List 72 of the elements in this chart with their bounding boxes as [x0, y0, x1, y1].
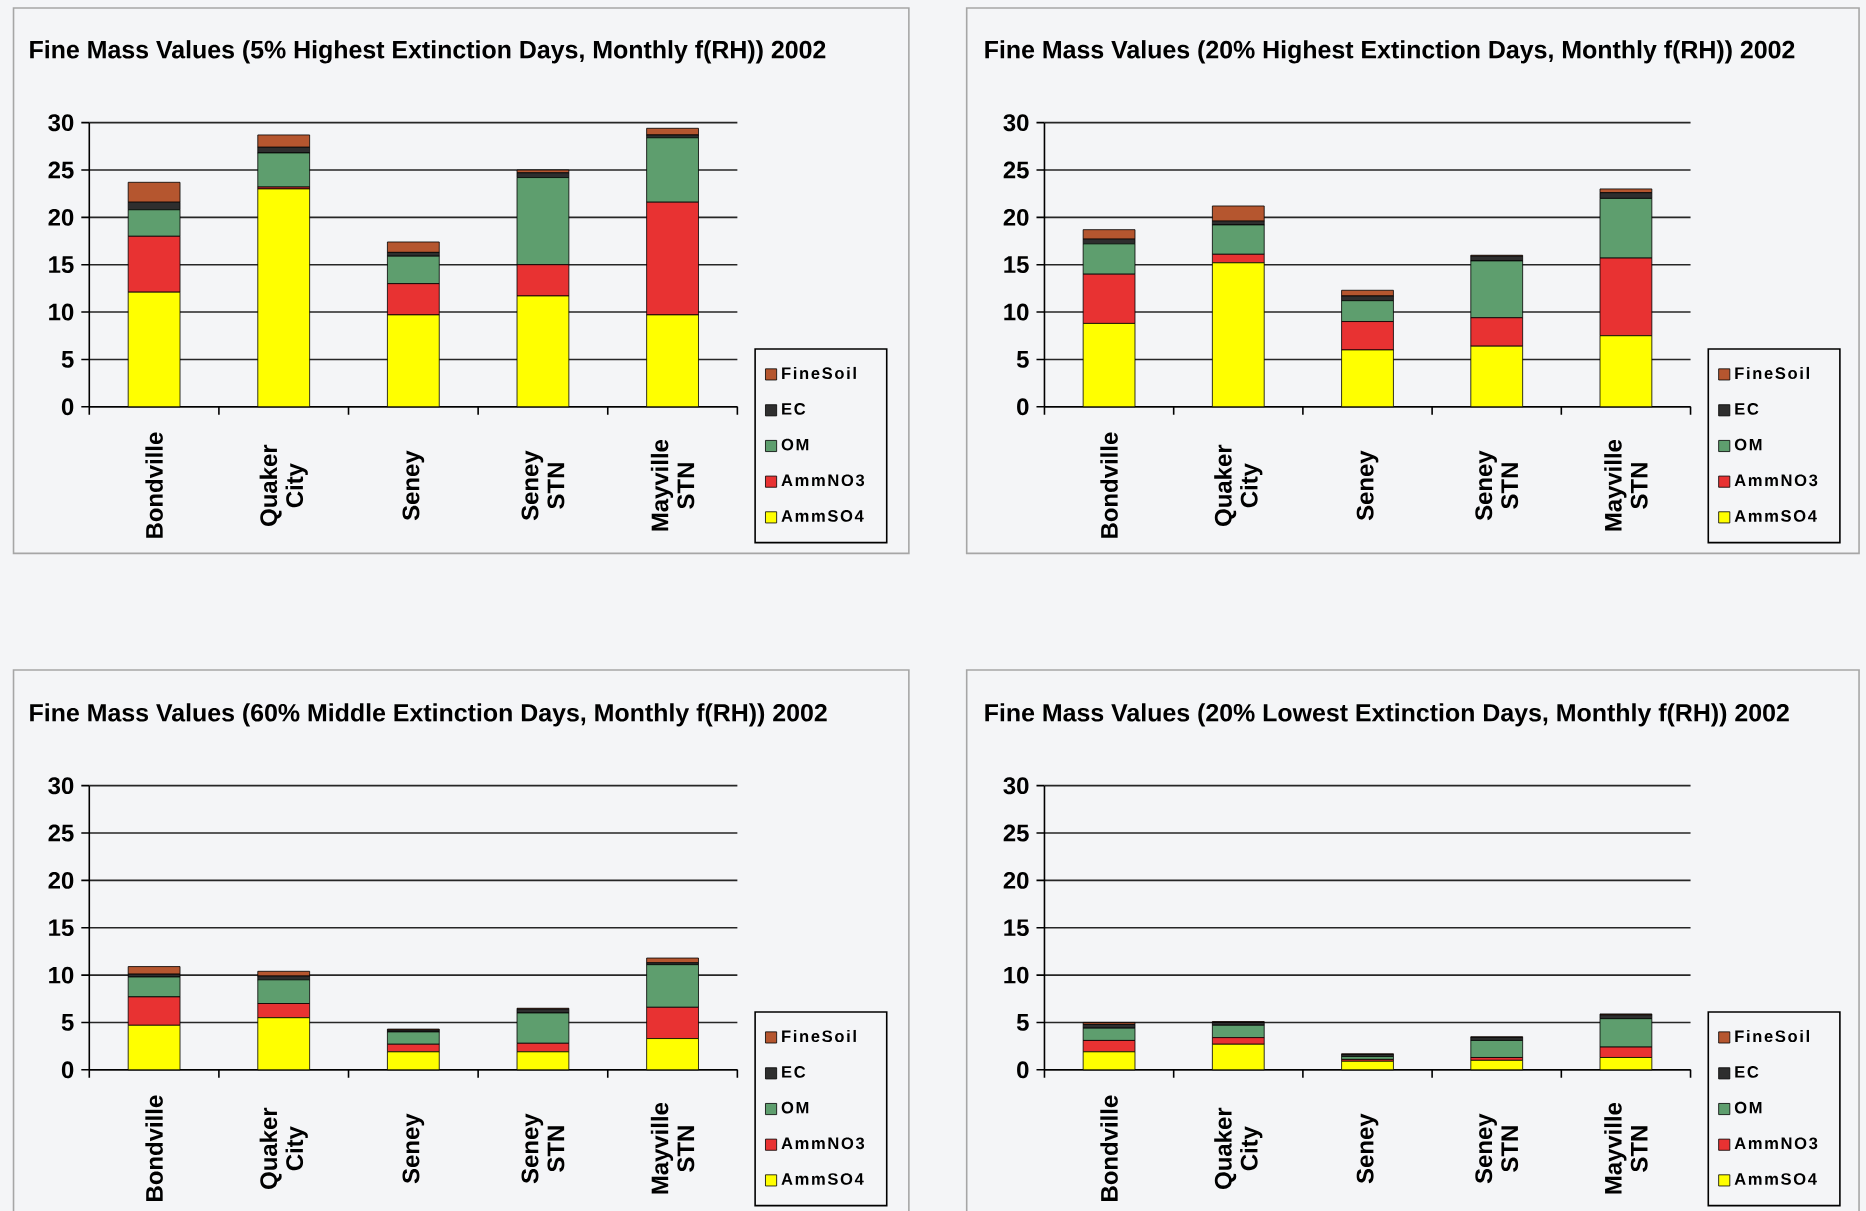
y-tick-label: 15	[1004, 919, 1029, 936]
y-tick-label: 5	[61, 350, 74, 368]
legend-label: AmmNO3	[1734, 1137, 1818, 1149]
chart-title: Fine Mass Values (60% Middle Extinction Days, Monthly f(RH)) 2002	[30, 703, 827, 727]
y-tick-label: 30	[1003, 776, 1029, 794]
x-tick-label: Seney STN	[521, 450, 565, 520]
x-tick-label: Quaker City	[259, 444, 308, 526]
legend-label: AmmSO4	[1734, 509, 1817, 522]
x-tick-label: Seney STN	[521, 1113, 565, 1184]
y-tick-label: 5	[61, 1013, 74, 1031]
y-tick-label: 25	[1003, 161, 1029, 179]
legend-label: AmmSO4	[1734, 1172, 1817, 1185]
y-tick-label: 15	[49, 256, 74, 273]
x-tick-label: Seney	[1356, 450, 1379, 520]
y-tick-label: 20	[48, 871, 74, 889]
legend-label: AmmSO4	[781, 509, 864, 522]
x-tick-label: Bondville	[1100, 432, 1118, 538]
legend-label: EC	[1735, 402, 1759, 415]
y-tick-label: 0	[1017, 1061, 1029, 1079]
legend-label: FineSoil	[1735, 1029, 1809, 1042]
legend-label: AmmNO3	[781, 474, 865, 486]
y-tick-label: 0	[61, 1061, 74, 1079]
y-tick-label: 0	[1017, 398, 1029, 416]
legend-label: AmmNO3	[781, 1137, 865, 1149]
y-tick-label: 0	[61, 398, 74, 416]
y-tick-label: 10	[1004, 303, 1029, 321]
y-tick-label: 25	[48, 161, 74, 179]
x-tick-label: Quaker City	[1214, 444, 1263, 526]
legend-label: OM	[781, 438, 809, 451]
legend-label: FineSoil	[782, 1029, 856, 1042]
legend-label: FineSoil	[1735, 366, 1809, 379]
x-tick-label: Seney	[1356, 1113, 1379, 1184]
x-tick-label: Seney STN	[1475, 1113, 1519, 1184]
legend-label: OM	[1734, 438, 1762, 451]
legend-label: OM	[1734, 1101, 1762, 1114]
y-tick-label: 30	[1003, 113, 1029, 131]
y-tick-label: 30	[48, 776, 74, 794]
y-tick-label: 25	[48, 824, 74, 842]
legend-label: EC	[1735, 1065, 1759, 1078]
x-tick-label: Seney STN	[1475, 450, 1519, 520]
x-tick-label: Seney	[402, 1113, 425, 1184]
chart-title: Fine Mass Values (5% Highest Extinction Days, Monthly f(RH)) 2002	[30, 39, 826, 64]
legend-label: EC	[782, 1065, 806, 1078]
chart-title: Fine Mass Values (20% Highest Extinction Days, Monthly f(RH)) 2002	[985, 39, 1795, 64]
y-tick-label: 10	[49, 966, 74, 984]
y-tick-label: 20	[48, 208, 74, 226]
x-tick-label: Bondville	[145, 432, 163, 538]
y-tick-label: 20	[1003, 208, 1029, 226]
legend-label: AmmSO4	[781, 1172, 864, 1185]
x-tick-label: Mayville STN	[1604, 439, 1648, 531]
x-tick-label: Quaker City	[1214, 1107, 1263, 1189]
y-tick-label: 15	[1004, 256, 1029, 273]
x-tick-label: Bondville	[1100, 1095, 1118, 1201]
legend-label: FineSoil	[782, 366, 856, 379]
legend-label: AmmNO3	[1734, 474, 1818, 486]
x-tick-label: Mayville STN	[650, 439, 695, 531]
y-tick-label: 5	[1016, 1013, 1029, 1031]
y-tick-label: 20	[1003, 871, 1029, 889]
y-tick-label: 15	[49, 919, 74, 936]
x-tick-label: Seney	[402, 450, 425, 520]
x-tick-label: Mayville STN	[650, 1102, 695, 1194]
x-tick-label: Mayville STN	[1604, 1102, 1648, 1194]
x-tick-label: Bondville	[145, 1095, 163, 1201]
y-tick-label: 25	[1003, 824, 1029, 842]
y-tick-label: 10	[1004, 966, 1029, 984]
x-tick-label: Quaker City	[259, 1107, 308, 1189]
chart-title: Fine Mass Values (20% Lowest Extinction Days, Monthly f(RH)) 2002	[985, 703, 1789, 727]
y-tick-label: 30	[48, 113, 74, 131]
y-tick-label: 10	[49, 303, 74, 321]
legend-label: OM	[781, 1101, 809, 1114]
legend-label: EC	[782, 402, 806, 415]
y-tick-label: 5	[1016, 350, 1029, 368]
